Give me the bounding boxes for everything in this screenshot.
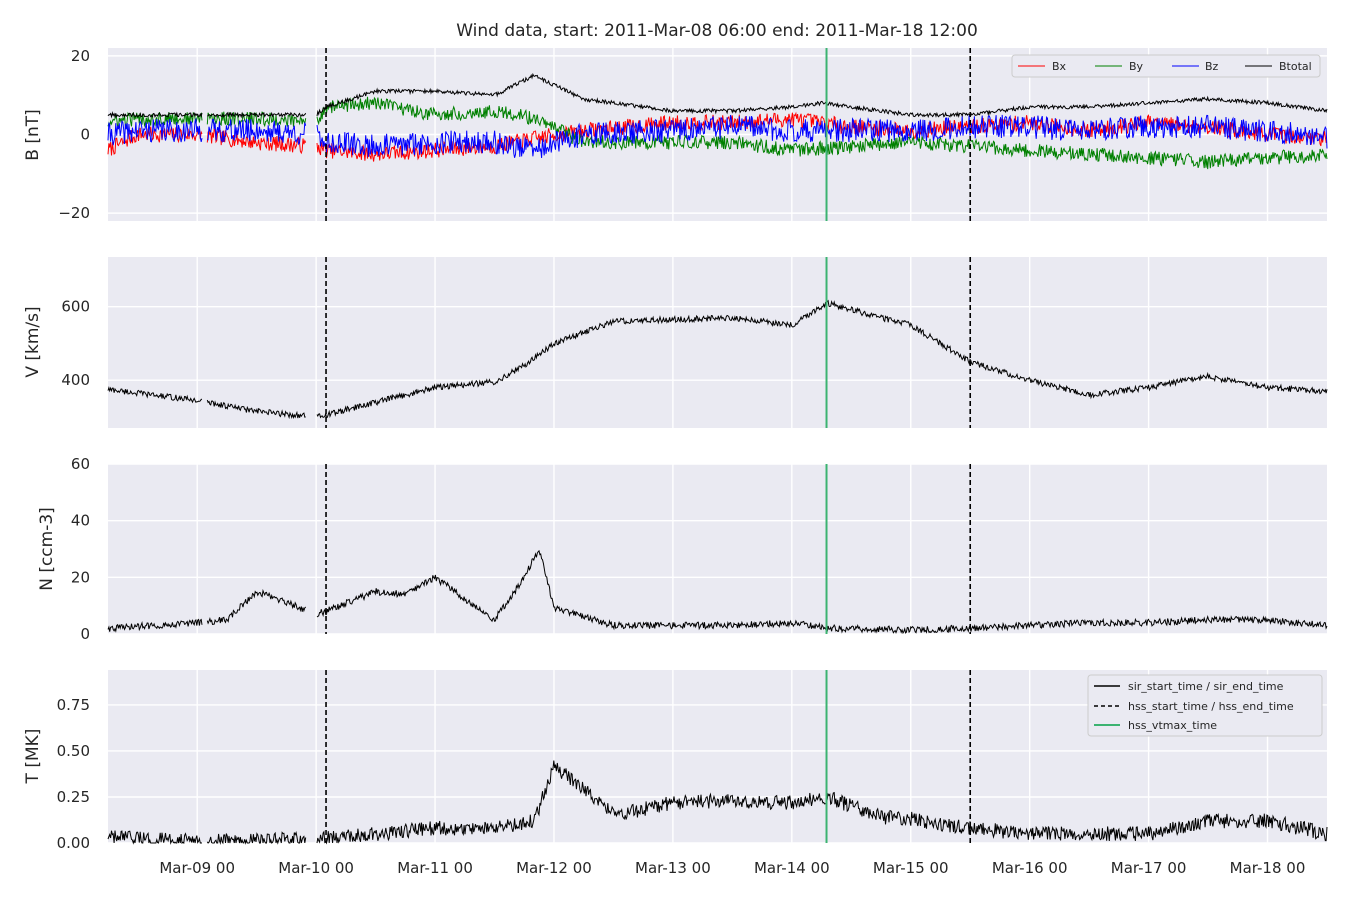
x-tick-label: Mar-09 00 (159, 859, 235, 877)
series-btotal (107, 72, 1328, 119)
panel-t-events (325, 670, 972, 843)
x-tick-label: Mar-11 00 (397, 859, 473, 877)
x-tick-label: Mar-17 00 (1111, 859, 1187, 877)
panel-n-grid (108, 463, 1327, 635)
panel-t-grid (108, 670, 1327, 844)
series-n (107, 549, 1328, 635)
legend-t-frame (1087, 674, 1323, 737)
figure-title: Wind data, start: 2011-Mar-08 06:00 end:… (456, 21, 978, 41)
panel-b-ytick-label: 20 (71, 47, 90, 65)
panel-n-events (325, 464, 972, 634)
x-tick-label: Mar-18 00 (1230, 859, 1306, 877)
series-t (107, 760, 1328, 845)
panel-t-ytick-label: 0.50 (57, 742, 90, 760)
legend-b-bx-label: Bx (1052, 60, 1067, 73)
panel-v-ytick-label: 400 (61, 371, 90, 389)
x-tick-label: Mar-15 00 (873, 859, 949, 877)
panel-t-ytick-label: 0.00 (57, 834, 90, 852)
panel-b-series (107, 72, 1328, 170)
panel-b-events (325, 48, 972, 221)
panel-n-ytick-label: 0 (80, 625, 90, 643)
panel-n-series (107, 549, 1328, 635)
panel-t-ytick-label: 0.75 (57, 696, 90, 714)
legend-b-btotal-label: Btotal (1279, 60, 1312, 73)
panel-v-events (325, 257, 972, 428)
legend-t-sir-label: sir_start_time / sir_end_time (1128, 680, 1284, 693)
panel-n-yticks: 60 40 20 0 (71, 455, 90, 643)
legend-b-frame (1011, 54, 1321, 78)
x-tick-label: Mar-10 00 (278, 859, 354, 877)
panel-b: 20 0 −20 B [nT] Bx By Bz Btotal (23, 47, 1328, 222)
panel-b-legend: Bx By Bz Btotal (1011, 54, 1321, 78)
panel-v-series (107, 299, 1328, 420)
panel-v-yticks: 600 400 (61, 298, 90, 390)
series-v (107, 299, 1328, 420)
legend-t-vtmax-label: hss_vtmax_time (1128, 719, 1217, 732)
panel-v-background (108, 257, 1327, 428)
panel-t-series (107, 760, 1328, 845)
panel-v-grid (108, 257, 1327, 428)
panel-b-ylabel: B [nT] (23, 109, 43, 161)
panel-n-ytick-label: 40 (71, 512, 90, 530)
panel-v: 600 400 V [km/s] (23, 257, 1328, 428)
panel-n-ytick-label: 20 (71, 568, 90, 586)
series-bz (107, 114, 1328, 159)
legend-t-hss-label: hss_start_time / hss_end_time (1128, 700, 1294, 713)
panel-b-ytick-label: −20 (58, 204, 90, 222)
x-tick-label: Mar-14 00 (754, 859, 830, 877)
x-tick-label: Mar-13 00 (635, 859, 711, 877)
panel-v-ylabel: V [km/s] (23, 306, 43, 377)
x-tick-labels: Mar-09 00 Mar-10 00 Mar-11 00 Mar-12 00 Mar-… (159, 859, 1305, 877)
panel-b-ytick-label: 0 (80, 126, 90, 144)
panel-n-background (108, 464, 1327, 634)
panel-t-ytick-label: 0.25 (57, 788, 90, 806)
legend-b-by-label: By (1129, 60, 1144, 73)
panel-b-yticks: 20 0 −20 (58, 47, 90, 222)
panel-n-ylabel: N [ccm-3] (37, 507, 57, 591)
panel-n-ytick-label: 60 (71, 455, 90, 473)
x-tick-label: Mar-16 00 (992, 859, 1068, 877)
panel-t-ylabel: T [MK] (23, 729, 43, 785)
panel-t-legend: sir_start_time / sir_end_time hss_start_… (1087, 674, 1323, 737)
panel-t: 0.75 0.50 0.25 0.00 T [MK] sir_start_time /… (23, 670, 1328, 852)
panel-v-ytick-label: 600 (61, 298, 90, 316)
panel-n: 60 40 20 0 N [ccm-3] (37, 455, 1328, 643)
legend-b-bz-label: Bz (1205, 60, 1219, 73)
panel-t-yticks: 0.75 0.50 0.25 0.00 (57, 696, 90, 852)
x-tick-label: Mar-12 00 (516, 859, 592, 877)
